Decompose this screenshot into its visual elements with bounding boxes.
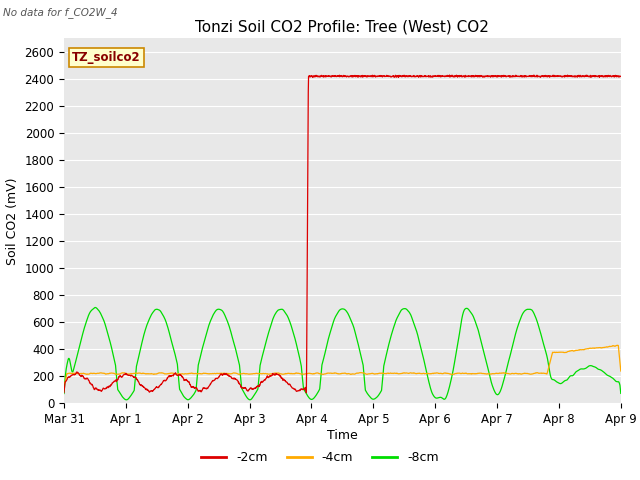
Legend: -2cm, -4cm, -8cm: -2cm, -4cm, -8cm bbox=[196, 446, 444, 469]
-2cm bbox=[602, 74, 609, 80]
-2cm bbox=[316, 73, 324, 79]
-4cm bbox=[601, 345, 609, 350]
-4cm bbox=[614, 342, 621, 348]
Y-axis label: Soil CO2 (mV): Soil CO2 (mV) bbox=[6, 177, 19, 264]
Line: -8cm: -8cm bbox=[64, 308, 621, 400]
-2cm bbox=[88, 383, 96, 388]
-2cm bbox=[499, 74, 507, 80]
-2cm bbox=[617, 73, 625, 79]
-4cm bbox=[617, 368, 625, 374]
X-axis label: Time: Time bbox=[327, 429, 358, 442]
-2cm bbox=[303, 390, 310, 396]
Line: -4cm: -4cm bbox=[64, 345, 621, 383]
-8cm bbox=[60, 391, 68, 396]
-2cm bbox=[331, 73, 339, 79]
-8cm bbox=[122, 397, 130, 403]
-8cm bbox=[617, 391, 625, 396]
Line: -2cm: -2cm bbox=[64, 75, 621, 393]
-4cm bbox=[331, 370, 339, 376]
-8cm bbox=[602, 371, 609, 376]
-8cm bbox=[332, 314, 339, 320]
-8cm bbox=[92, 305, 99, 311]
-2cm bbox=[445, 72, 453, 78]
-8cm bbox=[88, 307, 96, 312]
Text: TZ_soilco2: TZ_soilco2 bbox=[72, 51, 141, 64]
-4cm bbox=[600, 345, 608, 350]
-8cm bbox=[499, 380, 507, 386]
-4cm bbox=[88, 371, 96, 376]
Title: Tonzi Soil CO2 Profile: Tree (West) CO2: Tonzi Soil CO2 Profile: Tree (West) CO2 bbox=[195, 20, 490, 35]
-8cm bbox=[317, 378, 324, 384]
-8cm bbox=[601, 370, 609, 376]
-4cm bbox=[499, 370, 506, 376]
-2cm bbox=[601, 73, 609, 79]
-4cm bbox=[60, 380, 68, 386]
-2cm bbox=[60, 390, 68, 396]
Text: No data for f_CO2W_4: No data for f_CO2W_4 bbox=[3, 7, 118, 18]
-4cm bbox=[316, 371, 324, 376]
